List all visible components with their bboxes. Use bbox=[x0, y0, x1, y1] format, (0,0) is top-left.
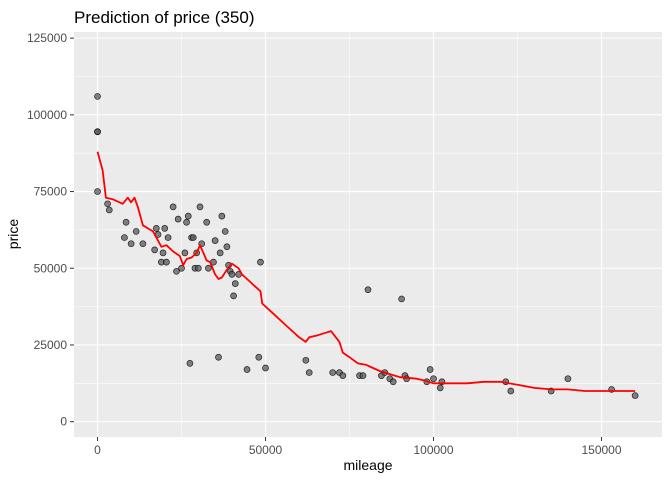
data-point bbox=[194, 264, 202, 272]
data-point bbox=[364, 286, 372, 294]
chart-title: Prediction of price (350) bbox=[74, 8, 254, 27]
prediction-line-group bbox=[96, 151, 636, 392]
data-point bbox=[152, 225, 160, 232]
data-point bbox=[151, 246, 158, 254]
data-point bbox=[174, 215, 182, 223]
data-point bbox=[178, 264, 185, 272]
data-point bbox=[223, 243, 231, 251]
data-point bbox=[216, 249, 224, 257]
y-tick-label: 50000 bbox=[34, 261, 68, 275]
data-point bbox=[132, 228, 140, 235]
data-point bbox=[94, 93, 101, 100]
data-point bbox=[305, 369, 313, 376]
data-point bbox=[215, 353, 222, 361]
data-point bbox=[163, 258, 170, 266]
data-point bbox=[631, 392, 639, 399]
data-point bbox=[94, 188, 101, 195]
data-point bbox=[230, 292, 237, 300]
data-point bbox=[104, 200, 111, 208]
y-tick-label: 125000 bbox=[27, 31, 67, 45]
data-point bbox=[189, 234, 197, 241]
grid-major bbox=[74, 32, 662, 437]
data-point bbox=[564, 375, 572, 383]
x-axis-title: mileage bbox=[343, 457, 392, 473]
x-axis: 0 50000 100000 150000 bbox=[94, 437, 622, 457]
data-point bbox=[169, 203, 177, 211]
data-point bbox=[430, 375, 437, 383]
data-point bbox=[359, 372, 367, 379]
y-tick-label: 25000 bbox=[34, 338, 68, 352]
x-tick-label: 150000 bbox=[581, 443, 621, 457]
data-point bbox=[389, 378, 397, 386]
data-point bbox=[196, 203, 204, 211]
data-point bbox=[329, 369, 337, 376]
data-point bbox=[205, 264, 212, 272]
data-point bbox=[181, 249, 189, 257]
data-point bbox=[164, 234, 172, 241]
data-point bbox=[186, 360, 194, 367]
data-point bbox=[257, 258, 264, 266]
x-tick-label: 0 bbox=[94, 443, 101, 457]
data-point bbox=[339, 372, 347, 379]
data-point bbox=[159, 249, 167, 257]
data-point bbox=[231, 280, 239, 287]
y-axis-title: price bbox=[5, 219, 21, 250]
data-point bbox=[221, 228, 229, 235]
data-point bbox=[218, 212, 226, 220]
data-point bbox=[436, 384, 444, 392]
grid-minor bbox=[74, 32, 662, 437]
data-point bbox=[122, 218, 130, 226]
data-point bbox=[302, 356, 310, 364]
data-point bbox=[105, 206, 113, 214]
data-point bbox=[243, 366, 251, 373]
data-point bbox=[426, 366, 434, 373]
data-point bbox=[228, 271, 236, 278]
data-point bbox=[94, 128, 101, 136]
data-point bbox=[203, 218, 211, 226]
plot-panel bbox=[74, 32, 662, 437]
x-tick-label: 100000 bbox=[413, 443, 453, 457]
data-point bbox=[184, 212, 192, 220]
data-point bbox=[211, 237, 219, 244]
data-point bbox=[121, 234, 128, 241]
data-point bbox=[127, 240, 135, 248]
y-tick-label: 0 bbox=[60, 415, 67, 429]
data-point bbox=[161, 225, 169, 232]
data-point bbox=[398, 295, 405, 303]
data-point bbox=[255, 353, 263, 361]
data-point bbox=[507, 387, 515, 395]
x-tick-label: 50000 bbox=[249, 443, 283, 457]
y-tick-label: 100000 bbox=[27, 108, 67, 122]
data-point bbox=[139, 240, 147, 248]
data-point bbox=[262, 364, 269, 372]
y-axis: 0 25000 50000 75000 100000 125000 bbox=[27, 31, 74, 429]
data-point bbox=[173, 267, 180, 275]
data-point bbox=[183, 218, 190, 226]
prediction-line bbox=[96, 151, 636, 392]
y-tick-label: 75000 bbox=[34, 185, 68, 199]
